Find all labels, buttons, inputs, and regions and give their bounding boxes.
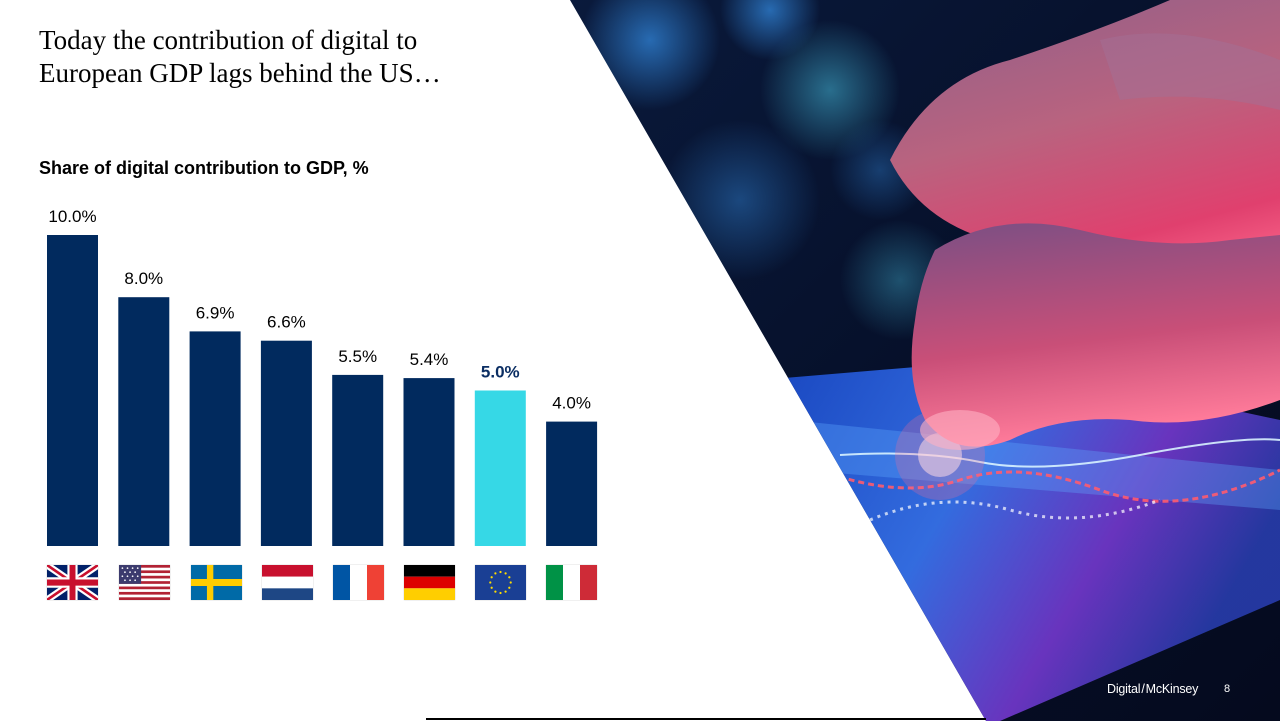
value-label-sweden: 6.9% [196,303,235,322]
value-label-france: 5.5% [338,347,377,366]
brand-slash: / [1141,682,1145,696]
sweden-flag-icon [191,565,242,600]
bottom-rule [426,718,986,720]
bar-eu [474,390,526,546]
italy-flag-icon [546,565,597,600]
germany-flag-icon [404,565,455,600]
bar-uk [47,235,98,546]
bar-netherlands [260,340,312,546]
brand-left: Digital [1107,682,1141,696]
bar-us [118,297,170,546]
digital-mckinsey-logo: Digital/McKinsey [1107,682,1198,696]
uk-flag-icon [47,565,98,600]
value-label-uk: 10.0% [48,207,96,226]
bar-germany [403,378,455,546]
bar-sweden [189,331,241,546]
value-label-italy: 4.0% [552,394,591,413]
slide-title: Today the contribution of digital to Eur… [39,25,441,88]
brand-right: McKinsey [1145,682,1199,696]
france-flag-icon [333,565,384,600]
bar-chart: 10.0% 8.0% 6.9% 6.6% 5.5% 5.4% 5.0% 4.0% [47,207,598,546]
us-flag-icon [119,565,170,600]
value-label-netherlands: 6.6% [267,313,306,332]
value-label-us: 8.0% [124,269,163,288]
value-label-germany: 5.4% [410,350,449,369]
chart-subtitle: Share of digital contribution to GDP, % [39,158,369,178]
netherlands-flag-icon [262,565,313,600]
bar-italy [546,421,598,546]
eu-flag-icon [475,565,526,600]
bar-france [332,374,384,546]
page-number: 8 [1224,683,1231,695]
value-label-eu: 5.0% [481,363,520,382]
